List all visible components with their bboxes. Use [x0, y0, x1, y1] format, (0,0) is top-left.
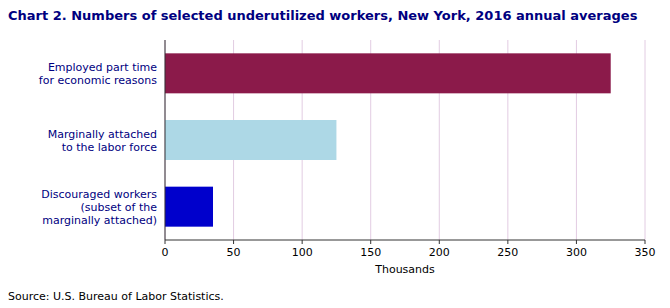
x-tick	[233, 240, 234, 244]
x-tick-label: 100	[292, 246, 313, 259]
x-tick-label: 200	[429, 246, 450, 259]
label-line: Marginally attached	[48, 128, 157, 141]
label-line: to the labor force	[62, 141, 158, 154]
chart-svg: Chart 2. Numbers of selected underutiliz…	[0, 0, 670, 308]
x-axis-label: Thousands	[374, 263, 435, 276]
y-tick-label: Marginally attachedto the labor force	[48, 128, 158, 154]
x-axis-line	[165, 240, 645, 241]
x-tick-label: 0	[162, 246, 169, 259]
label-line: Discouraged workers	[41, 188, 157, 201]
x-tick	[576, 240, 577, 244]
label-line: marginally attached)	[42, 214, 157, 227]
y-tick-label: Employed part timefor economic reasons	[39, 61, 157, 87]
x-tick	[507, 240, 508, 244]
source-note: Source: U.S. Bureau of Labor Statistics.	[8, 290, 224, 303]
x-tick-label: 250	[497, 246, 518, 259]
x-tick-label: 150	[360, 246, 381, 259]
x-tick	[165, 240, 166, 244]
x-tick	[370, 240, 371, 244]
grid-line	[165, 40, 166, 240]
x-tick-label: 300	[566, 246, 587, 259]
x-tick-label: 350	[635, 246, 656, 259]
y-tick-label: Discouraged workers(subset of themargina…	[41, 188, 157, 227]
bars	[165, 53, 611, 226]
y-axis-line	[165, 40, 166, 240]
bar	[165, 53, 611, 93]
x-tick	[302, 240, 303, 244]
x-tick	[645, 240, 646, 244]
bar	[165, 120, 336, 160]
x-tick	[439, 240, 440, 244]
chart-container: Chart 2. Numbers of selected underutiliz…	[0, 0, 670, 308]
grid-line	[645, 40, 646, 240]
label-line: (subset of the	[81, 201, 158, 214]
label-line: Employed part time	[48, 61, 157, 74]
label-line: for economic reasons	[39, 74, 157, 87]
x-tick-label: 50	[227, 246, 241, 259]
title: Chart 2. Numbers of selected underutiliz…	[8, 8, 638, 23]
bar	[165, 187, 213, 227]
